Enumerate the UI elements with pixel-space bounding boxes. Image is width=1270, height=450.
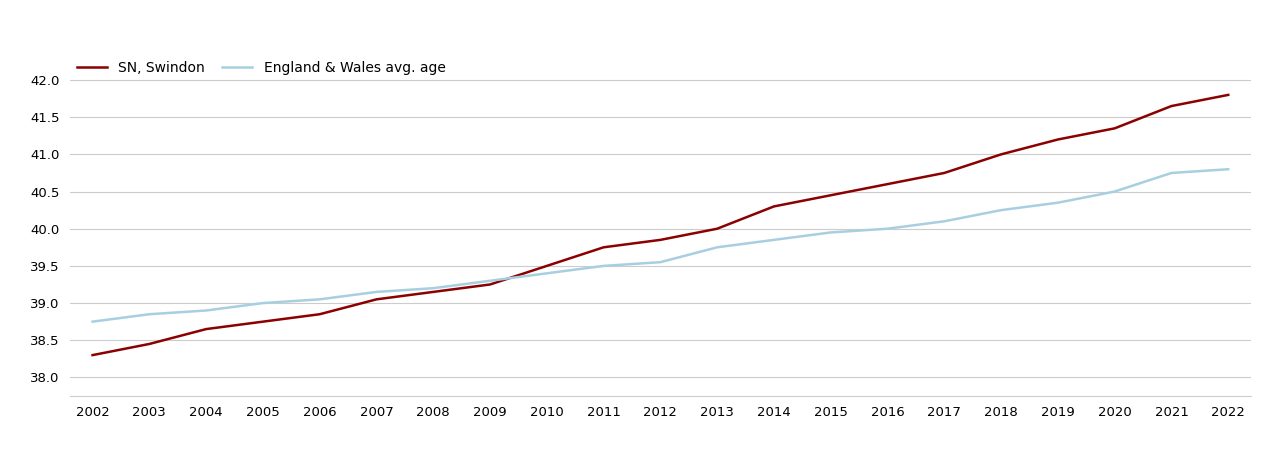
England & Wales avg. age [540, 270, 555, 276]
England & Wales avg. age [198, 308, 213, 313]
SN, Swindon [368, 297, 384, 302]
England & Wales avg. age [425, 285, 441, 291]
SN, Swindon [937, 170, 952, 176]
SN, Swindon [1220, 92, 1236, 98]
England & Wales avg. age [596, 263, 611, 269]
England & Wales avg. age [142, 311, 157, 317]
SN, Swindon [710, 226, 725, 231]
England & Wales avg. age [993, 207, 1008, 213]
SN, Swindon [540, 263, 555, 269]
England & Wales avg. age [1163, 170, 1179, 176]
England & Wales avg. age [1107, 189, 1123, 194]
Line: SN, Swindon: SN, Swindon [93, 95, 1228, 355]
England & Wales avg. age [483, 278, 498, 284]
SN, Swindon [85, 352, 100, 358]
England & Wales avg. age [880, 226, 895, 231]
Line: England & Wales avg. age: England & Wales avg. age [93, 169, 1228, 322]
England & Wales avg. age [312, 297, 328, 302]
England & Wales avg. age [823, 230, 838, 235]
England & Wales avg. age [766, 237, 781, 243]
SN, Swindon [653, 237, 668, 243]
SN, Swindon [312, 311, 328, 317]
SN, Swindon [993, 152, 1008, 157]
England & Wales avg. age [937, 219, 952, 224]
England & Wales avg. age [653, 260, 668, 265]
SN, Swindon [425, 289, 441, 295]
England & Wales avg. age [1220, 166, 1236, 172]
SN, Swindon [1163, 104, 1179, 109]
SN, Swindon [596, 245, 611, 250]
SN, Swindon [823, 193, 838, 198]
England & Wales avg. age [85, 319, 100, 324]
England & Wales avg. age [1050, 200, 1066, 205]
SN, Swindon [198, 326, 213, 332]
SN, Swindon [1050, 137, 1066, 142]
SN, Swindon [142, 341, 157, 346]
England & Wales avg. age [710, 245, 725, 250]
England & Wales avg. age [368, 289, 384, 295]
SN, Swindon [483, 282, 498, 287]
SN, Swindon [880, 181, 895, 187]
SN, Swindon [255, 319, 271, 324]
SN, Swindon [766, 204, 781, 209]
Legend: SN, Swindon, England & Wales avg. age: SN, Swindon, England & Wales avg. age [76, 61, 446, 75]
England & Wales avg. age [255, 300, 271, 306]
SN, Swindon [1107, 126, 1123, 131]
